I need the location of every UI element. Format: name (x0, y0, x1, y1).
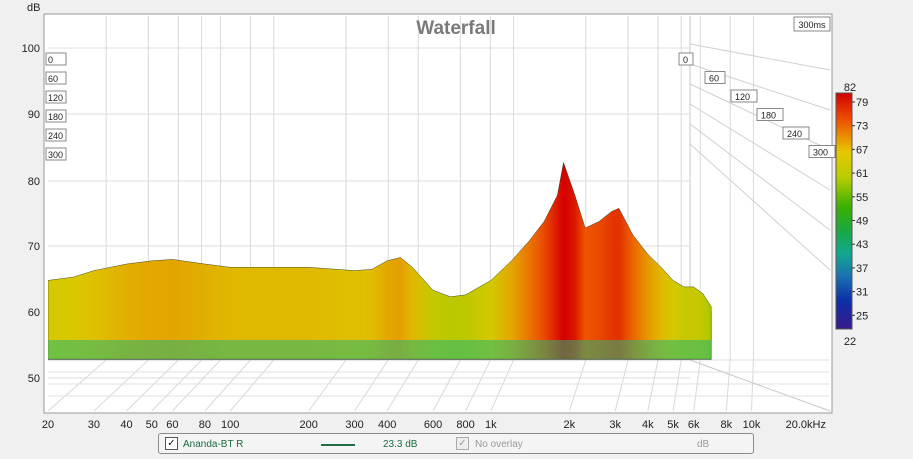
x-tick-label: 300 (345, 419, 363, 431)
series-name: Ananda-BT R (183, 439, 244, 450)
colorbar-tick: 31 (856, 287, 868, 299)
overlay-label: No overlay (475, 439, 523, 450)
time-label-left: 180 (48, 112, 63, 122)
x-tick-label: 40 (120, 419, 132, 431)
x-tick-label: 2k (564, 419, 576, 431)
x-tick-label: 50 (146, 419, 158, 431)
x-tick-label: 400 (378, 419, 396, 431)
colorbar-tick: 55 (856, 192, 868, 204)
x-tick-label: 5k (667, 419, 679, 431)
y-axis-label: dB (27, 2, 40, 14)
x-axis-unit: 20.0kHz (786, 419, 826, 431)
series-line-swatch (321, 444, 355, 446)
x-tick-label: 200 (299, 419, 317, 431)
time-label-left: 0 (48, 55, 53, 65)
svg-text:300ms: 300ms (798, 20, 826, 30)
x-tick-label: 3k (609, 419, 621, 431)
colorbar-tick: 79 (856, 97, 868, 109)
x-tick-label: 80 (199, 419, 211, 431)
time-label-left: 60 (48, 74, 58, 84)
time-label-right: 300 (813, 148, 828, 158)
colorbar-min: 22 (844, 336, 856, 348)
colorbar (835, 92, 853, 330)
colorbar-tick: 25 (856, 310, 868, 322)
colorbar-tick: 73 (856, 121, 868, 133)
time-label-right: 120 (735, 92, 750, 102)
colorbar-tick: 61 (856, 168, 868, 180)
time-label-left: 240 (48, 131, 63, 141)
overlay-checkbox[interactable]: ✓ (456, 437, 469, 450)
waterfall-slices (48, 161, 712, 360)
series-checkbox[interactable]: ✓ (165, 437, 178, 450)
time-label-left: 300 (48, 150, 63, 160)
time-label-right: 180 (761, 111, 776, 121)
colorbar-ticks: 79 73 67 61 55 49 43 37 31 25 (852, 97, 868, 322)
y-tick-label: 90 (28, 109, 40, 121)
x-tick-label: 8k (720, 419, 732, 431)
legend-bar: ✓ Ananda-BT R 23.3 dB ✓ No overlay dB (158, 433, 754, 454)
overlay-unit: dB (697, 439, 710, 450)
colorbar-tick: 37 (856, 263, 868, 275)
x-tick-label: 100 (221, 419, 239, 431)
x-axis-ticks: 20 30 40 50 60 80 100 200 300 400 600 800 1k 2k 3k 4k 5k… (42, 419, 761, 431)
y-tick-label: 50 (28, 373, 40, 385)
x-tick-label: 20 (42, 419, 54, 431)
colorbar-tick: 49 (856, 216, 868, 228)
x-tick-label: 600 (424, 419, 442, 431)
x-tick-label: 10k (743, 419, 761, 431)
x-tick-label: 1k (485, 419, 497, 431)
x-tick-label: 6k (688, 419, 700, 431)
y-tick-label: 60 (28, 307, 40, 319)
time-label-right: 240 (787, 129, 802, 139)
colorbar-tick: 67 (856, 144, 868, 156)
colorbar-tick: 43 (856, 239, 868, 251)
waterfall-slice (48, 161, 712, 360)
time-label-left: 120 (48, 93, 63, 103)
colorbar-max: 82 (844, 82, 856, 94)
x-tick-label: 60 (166, 419, 178, 431)
x-tick-label: 4k (642, 419, 654, 431)
time-corner-label: 300ms (793, 16, 831, 32)
y-tick-label: 100 (22, 43, 40, 55)
chart-title: Waterfall (416, 18, 496, 39)
y-axis-ticks: 100 90 80 70 60 50 (22, 43, 40, 385)
y-tick-label: 80 (28, 176, 40, 188)
slice-base (48, 340, 712, 359)
x-tick-label: 800 (456, 419, 474, 431)
x-tick-label: 30 (88, 419, 100, 431)
time-label-right: 60 (709, 74, 719, 84)
time-label-right: 0 (683, 55, 688, 65)
time-axis-labels: 0 60 120 180 240 300 0 60 120 180 240 300 (45, 52, 836, 161)
series-value: 23.3 dB (383, 439, 418, 450)
y-tick-label: 70 (28, 241, 40, 253)
